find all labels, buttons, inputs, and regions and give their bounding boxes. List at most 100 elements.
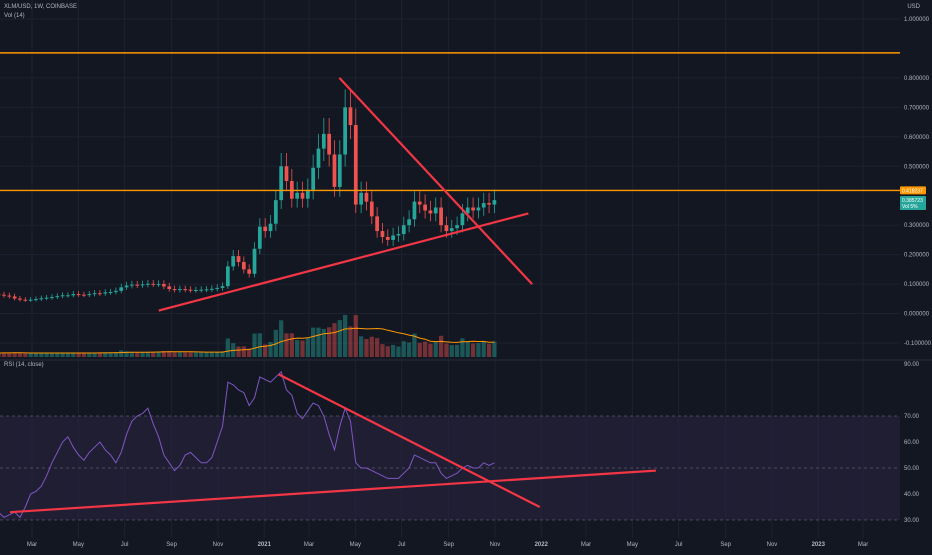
y-tick-label: 0.300000 [904, 223, 930, 229]
volume-bar [172, 352, 177, 357]
candle-body [465, 207, 470, 214]
candle-body [412, 201, 417, 220]
volume-bar [49, 353, 55, 357]
candle-body [343, 107, 348, 155]
volume-bar [108, 352, 113, 357]
candle-body [135, 284, 140, 286]
volume-bar [263, 344, 268, 357]
x-tick-label: Jul [398, 542, 406, 548]
candle-body [481, 203, 486, 208]
candle-body [183, 289, 188, 291]
candle-body [492, 200, 497, 205]
x-tick-label: 2021 [258, 542, 272, 548]
volume-bar [401, 341, 406, 357]
volume-bar [33, 353, 39, 357]
volume-bar [257, 333, 262, 357]
candle-body [311, 167, 316, 190]
volume-bar [396, 346, 401, 357]
volume-bar [124, 351, 129, 357]
candle-body [44, 297, 49, 299]
volume-bar [247, 348, 252, 357]
candle-body [146, 283, 150, 285]
volume-bar [151, 352, 156, 357]
volume-bar [204, 352, 209, 357]
candle-body [167, 286, 172, 290]
x-tick-label: Sep [166, 542, 177, 548]
volume-bar [353, 315, 358, 357]
volume-bar [236, 346, 241, 357]
volume-bar [327, 327, 332, 357]
volume-bar [300, 340, 305, 357]
y-tick-label: 0.800000 [904, 76, 930, 82]
candle-body [439, 207, 443, 226]
volume-bar [321, 328, 326, 357]
candle-body [87, 294, 92, 296]
candle-body [460, 213, 465, 226]
candle-body [140, 284, 145, 286]
x-tick-label: May [350, 542, 361, 548]
candle-body [471, 207, 475, 211]
volume-bar [364, 338, 369, 357]
volume-ma-line [0, 327, 495, 354]
candle-body [23, 299, 28, 301]
candle-body [151, 283, 156, 285]
volume-bar [369, 336, 374, 357]
volume-bar [374, 338, 380, 357]
rsi-line [0, 370, 495, 519]
candle-body [279, 166, 284, 201]
candle-body [241, 262, 246, 270]
candle-body [396, 234, 401, 236]
volume-bar [385, 346, 390, 357]
candle-body [375, 216, 379, 232]
x-tick-label: Nov [213, 542, 224, 548]
volume-bar [486, 343, 492, 357]
candle-body [2, 294, 6, 296]
x-tick-label: Sep [720, 542, 731, 548]
candle-body [39, 298, 44, 300]
candle-body [7, 295, 12, 297]
price-badge-label: 0.385723 [902, 198, 923, 204]
candle-body [257, 226, 262, 249]
volume-bar [55, 352, 60, 357]
volume-indicator-label: Vol (14) [4, 13, 25, 19]
candle-body [103, 292, 108, 294]
y-tick-label: 0.100000 [904, 282, 930, 288]
x-tick-label: Jul [121, 542, 129, 548]
volume-bar [444, 343, 449, 357]
candle-body [34, 299, 38, 301]
y-tick-label: 0.200000 [904, 253, 930, 259]
volume-bar [215, 352, 220, 357]
volume-bar [193, 352, 199, 357]
price-badge-label: 0.418237 [902, 188, 923, 194]
candle-body [284, 166, 289, 181]
volume-bar [241, 346, 246, 357]
candle-body [252, 248, 257, 274]
x-tick-label: 2022 [535, 542, 549, 548]
x-tick-label: 2023 [812, 542, 826, 548]
volume-bar [481, 341, 486, 357]
x-tick-label: Mar [27, 542, 37, 548]
volume-bar [225, 338, 230, 357]
volume-bar [183, 352, 188, 357]
volume-bar [12, 352, 17, 357]
x-tick-label: Mar [858, 542, 868, 548]
candle-body [327, 133, 332, 155]
candle-body [76, 294, 81, 296]
volume-bar [311, 327, 316, 357]
volume-bar [81, 353, 87, 357]
candle-body [209, 288, 214, 290]
candle-body [359, 192, 363, 205]
volume-bar [167, 351, 172, 357]
candle-body [204, 289, 209, 291]
y-tick-label: 0.000000 [904, 312, 930, 318]
x-tick-label: May [73, 542, 84, 548]
volume-bar [422, 341, 428, 357]
volume-bar [156, 352, 161, 357]
volume-bar [71, 352, 76, 357]
volume-bar [145, 351, 151, 357]
volume-bar [209, 352, 214, 357]
candle-body [423, 204, 427, 211]
rsi-trendline [9, 469, 656, 514]
